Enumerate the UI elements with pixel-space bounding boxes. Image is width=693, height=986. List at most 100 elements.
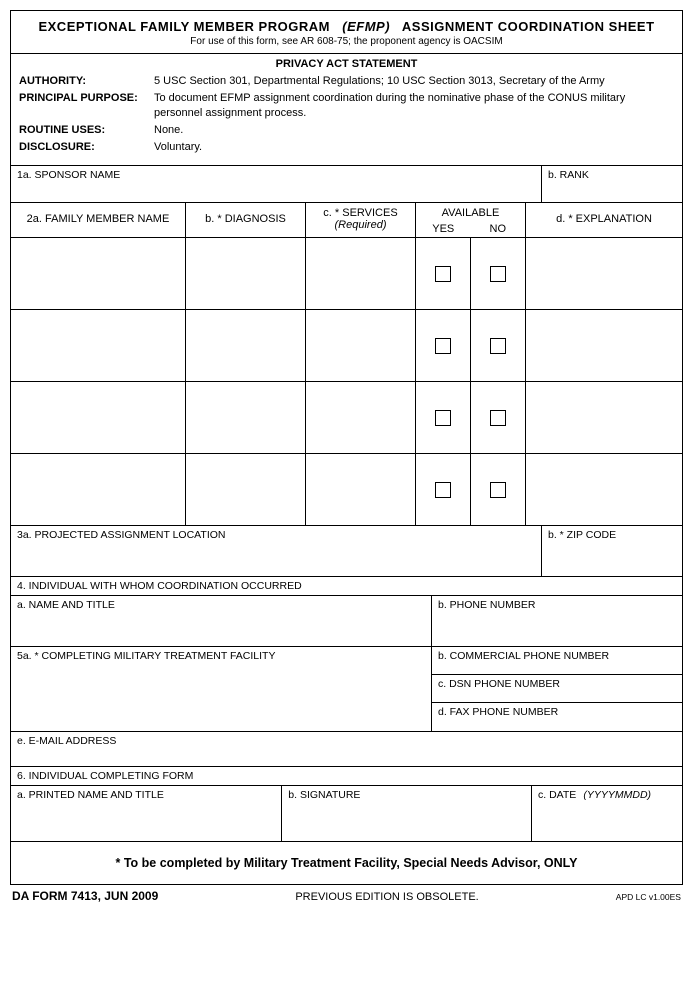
projected-row: 3a. PROJECTED ASSIGNMENT LOCATION b. * Z…	[11, 526, 682, 577]
section-5-block: 5a. * COMPLETING MILITARY TREATMENT FACI…	[11, 647, 682, 731]
privacy-section: PRIVACY ACT STATEMENT AUTHORITY: 5 USC S…	[11, 54, 682, 166]
email-label: e. E-MAIL ADDRESS	[17, 735, 116, 747]
yes-checkbox[interactable]	[435, 482, 451, 498]
fm-name-input[interactable]	[11, 382, 186, 453]
mtf-label: 5a. * COMPLETING MILITARY TREATMENT FACI…	[17, 650, 275, 662]
fm-diag-input[interactable]	[186, 310, 306, 381]
services-line1: c. * SERVICES	[310, 207, 411, 219]
fm-yes-cell	[416, 238, 471, 309]
sponsor-name-field[interactable]: 1a. SPONSOR NAME	[11, 166, 542, 202]
services-header: c. * SERVICES (Required)	[306, 203, 416, 237]
commercial-phone-field[interactable]: b. COMMERCIAL PHONE NUMBER	[432, 647, 682, 675]
fm-expl-input[interactable]	[526, 382, 682, 453]
dsn-phone-label: c. DSN PHONE NUMBER	[438, 678, 560, 690]
diagnosis-header: b. * DIAGNOSIS	[186, 203, 306, 237]
phone-label: b. PHONE NUMBER	[438, 599, 535, 611]
rank-field[interactable]: b. RANK	[542, 166, 682, 202]
fm-no-cell	[471, 382, 526, 453]
no-checkbox[interactable]	[490, 410, 506, 426]
fm-yes-cell	[416, 310, 471, 381]
form-header: EXCEPTIONAL FAMILY MEMBER PROGRAM (EFMP)…	[11, 11, 682, 54]
form-title: EXCEPTIONAL FAMILY MEMBER PROGRAM (EFMP)…	[21, 19, 672, 34]
date-format: (YYYYMMDD)	[579, 789, 651, 801]
name-title-label: a. NAME AND TITLE	[17, 599, 115, 611]
yes-checkbox[interactable]	[435, 338, 451, 354]
date-label: c. DATE	[538, 789, 576, 801]
fm-serv-input[interactable]	[306, 310, 416, 381]
mtf-field[interactable]: 5a. * COMPLETING MILITARY TREATMENT FACI…	[11, 647, 432, 731]
fm-diag-input[interactable]	[186, 454, 306, 525]
projected-location-field[interactable]: 3a. PROJECTED ASSIGNMENT LOCATION	[11, 526, 542, 576]
yes-checkbox[interactable]	[435, 266, 451, 282]
fm-name-input[interactable]	[11, 454, 186, 525]
fax-phone-field[interactable]: d. FAX PHONE NUMBER	[432, 703, 682, 731]
family-member-row-3	[11, 382, 682, 454]
fm-expl-input[interactable]	[526, 454, 682, 525]
obsolete-text: PREVIOUS EDITION IS OBSOLETE.	[295, 891, 478, 903]
purpose-value: To document EFMP assignment coordination…	[154, 91, 674, 120]
privacy-heading: PRIVACY ACT STATEMENT	[19, 58, 674, 70]
fm-name-input[interactable]	[11, 310, 186, 381]
routine-label: ROUTINE USES:	[19, 123, 154, 137]
comm-phone-label: b. COMMERCIAL PHONE NUMBER	[438, 650, 609, 662]
family-member-row-1	[11, 238, 682, 310]
fm-yes-cell	[416, 382, 471, 453]
phone-column: b. COMMERCIAL PHONE NUMBER c. DSN PHONE …	[432, 647, 682, 731]
fm-yes-cell	[416, 454, 471, 525]
form-id: DA FORM 7413, JUN 2009	[12, 889, 158, 903]
printed-name-field[interactable]: a. PRINTED NAME AND TITLE	[11, 786, 282, 841]
zip-code-field[interactable]: b. * ZIP CODE	[542, 526, 682, 576]
authority-label: AUTHORITY:	[19, 74, 154, 88]
printed-label: a. PRINTED NAME AND TITLE	[17, 789, 164, 801]
signature-row: a. PRINTED NAME AND TITLE b. SIGNATURE c…	[11, 786, 682, 842]
explanation-header: d. * EXPLANATION	[526, 203, 682, 237]
section-6-header: 6. INDIVIDUAL COMPLETING FORM	[11, 767, 682, 786]
form-subtitle: For use of this form, see AR 608-75; the…	[21, 36, 672, 47]
no-checkbox[interactable]	[490, 266, 506, 282]
available-label: AVAILABLE	[416, 203, 525, 221]
sponsor-row: 1a. SPONSOR NAME b. RANK	[11, 166, 682, 203]
dsn-phone-field[interactable]: c. DSN PHONE NUMBER	[432, 675, 682, 703]
routine-value: None.	[154, 123, 674, 137]
section-4-header: 4. INDIVIDUAL WITH WHOM COORDINATION OCC…	[11, 577, 682, 596]
phone-field[interactable]: b. PHONE NUMBER	[432, 596, 682, 646]
fm-serv-input[interactable]	[306, 238, 416, 309]
no-checkbox[interactable]	[490, 482, 506, 498]
email-field[interactable]: e. E-MAIL ADDRESS	[11, 731, 682, 767]
rank-label: b. RANK	[548, 169, 589, 181]
family-member-header: 2a. FAMILY MEMBER NAME b. * DIAGNOSIS c.…	[11, 203, 682, 238]
fm-no-cell	[471, 310, 526, 381]
sponsor-label: 1a. SPONSOR NAME	[17, 169, 120, 181]
apd-text: APD LC v1.00ES	[616, 892, 681, 902]
yes-checkbox[interactable]	[435, 410, 451, 426]
family-member-row-4	[11, 454, 682, 526]
fm-serv-input[interactable]	[306, 382, 416, 453]
authority-value: 5 USC Section 301, Departmental Regulati…	[154, 74, 674, 88]
available-header: AVAILABLE YES NO	[416, 203, 526, 237]
fm-diag-input[interactable]	[186, 238, 306, 309]
fm-expl-input[interactable]	[526, 310, 682, 381]
footer-note: * To be completed by Military Treatment …	[11, 842, 682, 884]
fm-no-cell	[471, 238, 526, 309]
fm-name-header: 2a. FAMILY MEMBER NAME	[11, 203, 186, 237]
services-line2: (Required)	[310, 219, 411, 231]
name-title-field[interactable]: a. NAME AND TITLE	[11, 596, 432, 646]
disclosure-label: DISCLOSURE:	[19, 140, 154, 154]
no-header: NO	[471, 221, 526, 237]
bottom-line: DA FORM 7413, JUN 2009 PREVIOUS EDITION …	[10, 885, 683, 903]
signature-label: b. SIGNATURE	[288, 789, 360, 801]
fm-expl-input[interactable]	[526, 238, 682, 309]
disclosure-value: Voluntary.	[154, 140, 674, 154]
form-container: EXCEPTIONAL FAMILY MEMBER PROGRAM (EFMP)…	[10, 10, 683, 885]
fm-no-cell	[471, 454, 526, 525]
proj-loc-label: 3a. PROJECTED ASSIGNMENT LOCATION	[17, 529, 226, 541]
fm-name-input[interactable]	[11, 238, 186, 309]
fm-serv-input[interactable]	[306, 454, 416, 525]
zip-label: b. * ZIP CODE	[548, 529, 616, 541]
section-4-row: a. NAME AND TITLE b. PHONE NUMBER	[11, 596, 682, 647]
no-checkbox[interactable]	[490, 338, 506, 354]
signature-field[interactable]: b. SIGNATURE	[282, 786, 532, 841]
purpose-label: PRINCIPAL PURPOSE:	[19, 91, 154, 120]
fm-diag-input[interactable]	[186, 382, 306, 453]
date-field[interactable]: c. DATE (YYYYMMDD)	[532, 786, 682, 841]
